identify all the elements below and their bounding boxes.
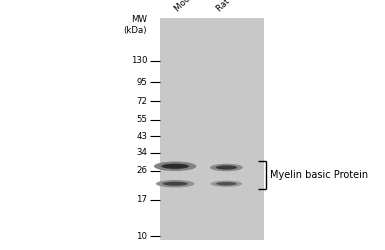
Ellipse shape [161,164,189,169]
Text: 55: 55 [136,115,147,124]
Ellipse shape [163,182,188,186]
Text: Mouse brain: Mouse brain [172,0,216,14]
Text: Rat brain: Rat brain [215,0,249,14]
Ellipse shape [210,164,243,171]
Ellipse shape [156,180,194,188]
Ellipse shape [216,182,237,186]
Text: Myelin basic Protein: Myelin basic Protein [270,170,368,180]
Ellipse shape [154,162,196,171]
Ellipse shape [211,180,242,187]
Bar [160,18,264,240]
Text: 26: 26 [136,166,147,175]
Ellipse shape [216,166,237,170]
Text: 72: 72 [136,97,147,106]
Text: 43: 43 [136,132,147,141]
Text: 17: 17 [136,196,147,204]
Text: MW
(kDa): MW (kDa) [124,15,147,35]
Text: 130: 130 [131,56,147,65]
Text: 10: 10 [136,232,147,241]
Text: 95: 95 [136,78,147,87]
Text: 34: 34 [136,148,147,157]
